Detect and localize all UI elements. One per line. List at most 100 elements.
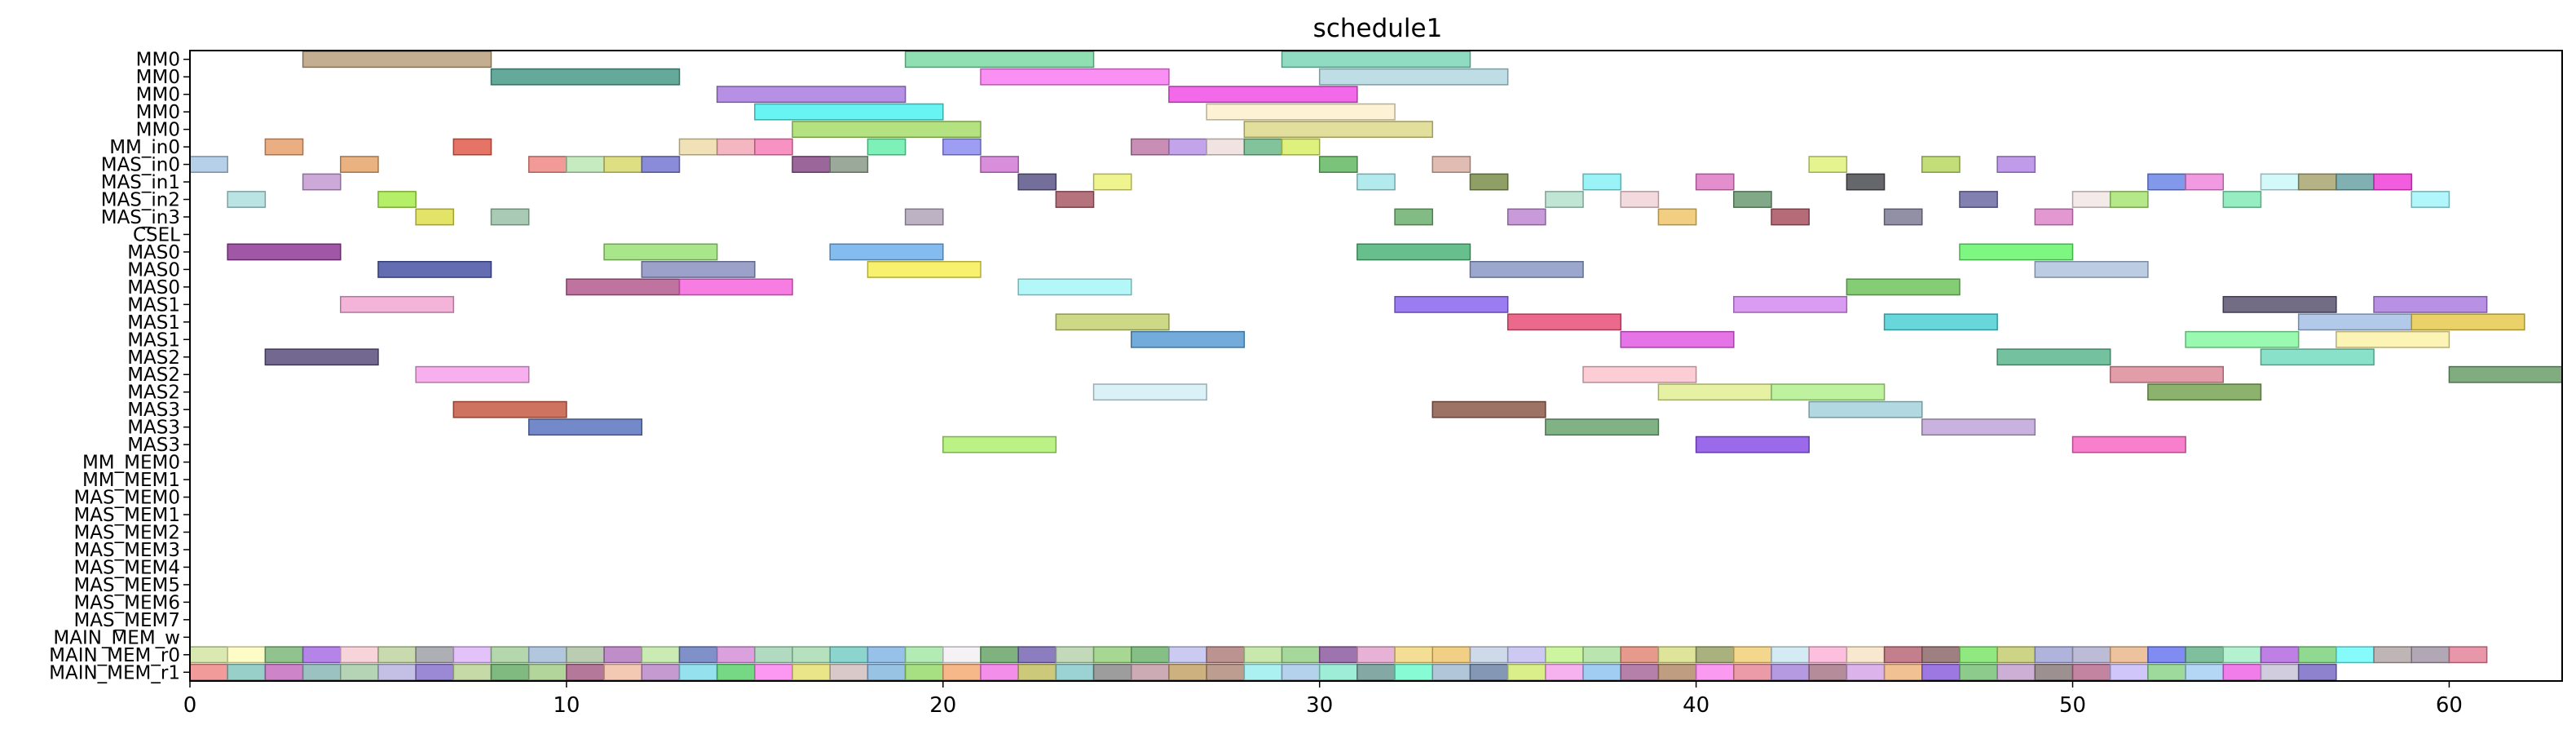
- task-bar-row9-65: [904, 208, 944, 226]
- task-bar-row15-94: [2297, 313, 2412, 331]
- task-bar-row34-mem15: [754, 646, 793, 664]
- task-bar-row18-103: [415, 365, 530, 383]
- task-bar-row35-mem43: [1808, 663, 1848, 681]
- task-bar-row14-89: [2222, 295, 2337, 313]
- task-bar-row6-34: [1431, 156, 1471, 173]
- task-bar-row34-mem4: [340, 646, 379, 664]
- task-bar-row35-mem33: [1431, 663, 1471, 681]
- task-bar-row34-mem34: [1469, 646, 1509, 664]
- task-bar-row34-mem47: [1959, 646, 1998, 664]
- task-bar-row35-mem40: [1695, 663, 1735, 681]
- task-bar-row35-mem11: [603, 663, 643, 681]
- task-bar-row34-mem58: [2373, 646, 2412, 664]
- task-bar-row34-mem13: [678, 646, 718, 664]
- task-bar-row8-60: [2109, 191, 2149, 208]
- y-tick-label: MAS1: [127, 329, 180, 351]
- y-tick-label: MAS3: [127, 418, 180, 439]
- task-bar-row5-18: [942, 138, 981, 156]
- task-bar-row35-mem0: [189, 663, 228, 681]
- task-bar-row2-6: [716, 86, 906, 104]
- task-bar-row12-81: [2034, 260, 2149, 278]
- task-bar-row15-91: [1055, 313, 1170, 331]
- task-bar-row5-23: [1281, 138, 1321, 156]
- task-bar-row7-45: [1846, 173, 1886, 191]
- task-bar-row6-33: [1318, 156, 1358, 173]
- task-bar-row18-106: [2448, 365, 2563, 383]
- task-bar-row35-mem25: [1131, 663, 1170, 681]
- task-bar-row7-49: [2297, 173, 2337, 191]
- y-tick-label: MAS0: [127, 277, 180, 298]
- y-tick-label: MAS_in2: [101, 190, 180, 211]
- task-bar-row34-mem20: [942, 646, 981, 664]
- task-bar-row34-mem59: [2411, 646, 2450, 664]
- task-bar-row7-47: [2185, 173, 2225, 191]
- task-bar-row35-mem2: [264, 663, 304, 681]
- task-bar-row34-mem6: [415, 646, 455, 664]
- y-tick-label: MM0: [136, 102, 180, 123]
- task-bar-row15-93: [1883, 313, 1998, 331]
- task-bar-row34-mem39: [1657, 646, 1697, 664]
- task-bar-row8-54: [1055, 191, 1095, 208]
- task-bar-row35-mem44: [1846, 663, 1886, 681]
- task-bar-row16-96: [1131, 330, 1246, 348]
- y-tick-label: MM_MEM0: [82, 453, 180, 474]
- task-bar-row34-mem3: [302, 646, 342, 664]
- task-bar-row35-mem20: [942, 663, 981, 681]
- task-bar-row34-mem36: [1545, 646, 1584, 664]
- task-bar-row20-111: [452, 400, 567, 418]
- task-bar-row35-mem53: [2185, 663, 2225, 681]
- task-bar-row35-mem36: [1545, 663, 1584, 681]
- task-bar-row5-13: [452, 138, 492, 156]
- x-tick-label: 0: [183, 693, 197, 718]
- task-bar-row12-77: [377, 260, 492, 278]
- y-tick-label: MAS0: [127, 259, 180, 281]
- task-bar-row35-mem19: [904, 663, 944, 681]
- task-bar-row34-mem57: [2336, 646, 2375, 664]
- x-tick-label: 20: [929, 693, 956, 718]
- y-tick-label: MM0: [136, 50, 180, 71]
- y-tick-label: MAIN_MEM_w: [53, 627, 180, 648]
- y-tick-label: MAS_in1: [101, 172, 180, 193]
- y-tick-label: MAS_in0: [101, 155, 180, 176]
- task-bar-row34-mem32: [1394, 646, 1434, 664]
- task-bar-row6-29: [641, 156, 681, 173]
- y-tick-label: MAS_MEM2: [73, 522, 180, 543]
- task-bar-row1-5: [1318, 68, 1509, 86]
- task-bar-row7-41: [1356, 173, 1396, 191]
- task-bar-row16-97: [1620, 330, 1735, 348]
- y-tick-label: MAS0: [127, 242, 180, 263]
- task-bar-row15-92: [1506, 313, 1621, 331]
- task-bar-row7-48: [2260, 173, 2300, 191]
- x-tick-label: 40: [1683, 693, 1709, 718]
- task-bar-row35-mem34: [1469, 663, 1509, 681]
- task-bar-row7-42: [1469, 173, 1509, 191]
- task-bar-row34-mem27: [1206, 646, 1246, 664]
- task-bar-row35-mem55: [2260, 663, 2300, 681]
- y-tick-label: MAS1: [127, 312, 180, 334]
- task-bar-row35-mem47: [1959, 663, 1998, 681]
- task-bar-row20-112: [1431, 400, 1546, 418]
- task-bar-row34-mem46: [1921, 646, 1961, 664]
- task-bar-row13-83: [678, 278, 793, 296]
- task-bar-row15-95: [2411, 313, 2525, 331]
- task-bar-row35-mem48: [1996, 663, 2036, 681]
- task-bar-row11-73: [603, 243, 718, 261]
- task-bar-row7-40: [1092, 173, 1132, 191]
- x-tick-label: 10: [553, 693, 580, 718]
- task-bar-row18-105: [2109, 365, 2225, 383]
- task-bar-row35-mem8: [490, 663, 530, 681]
- task-bar-row34-mem40: [1695, 646, 1735, 664]
- task-bar-row35-mem32: [1394, 663, 1434, 681]
- task-bar-row1-4: [980, 68, 1170, 86]
- task-bar-row4-11: [1243, 121, 1434, 139]
- task-bar-row35-mem24: [1092, 663, 1132, 681]
- task-bar-row21-115: [1545, 418, 1660, 436]
- y-tick-label: MAS_MEM7: [73, 610, 180, 631]
- task-bar-row6-30: [792, 156, 831, 173]
- task-bar-row11-72: [227, 243, 342, 261]
- task-bar-row11-76: [1959, 243, 2074, 261]
- task-bar-row34-mem17: [829, 646, 869, 664]
- task-bar-row35-mem39: [1657, 663, 1697, 681]
- task-bar-row35-mem28: [1243, 663, 1283, 681]
- task-bar-row34-mem28: [1243, 646, 1283, 664]
